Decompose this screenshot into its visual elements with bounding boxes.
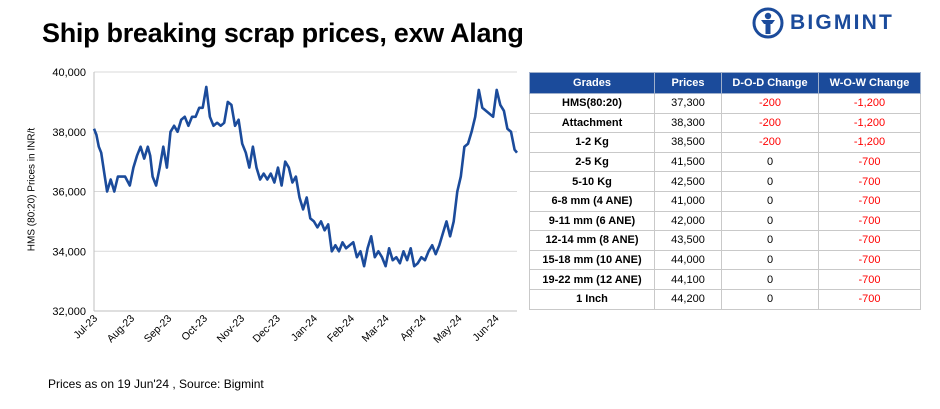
table-header-row: Grades Prices D-O-D Change W-O-W Change bbox=[529, 72, 921, 94]
x-tick-label: Aug-23 bbox=[105, 313, 138, 346]
brand-name: BIGMINT bbox=[790, 11, 895, 34]
price-cell: 43,500 bbox=[654, 230, 722, 251]
dod-change-cell: 0 bbox=[721, 151, 819, 173]
table-row: HMS(80:20) 37,300 -200 -1,200 bbox=[529, 93, 921, 114]
dod-change-cell: 0 bbox=[721, 230, 819, 251]
price-cell: 38,500 bbox=[654, 132, 722, 153]
dod-change-cell: 0 bbox=[721, 249, 819, 271]
wow-change-cell: -700 bbox=[818, 230, 921, 251]
grade-cell: 5-10 Kg bbox=[529, 171, 655, 192]
dod-change-cell: 0 bbox=[721, 269, 819, 290]
x-tick-label: Apr-24 bbox=[398, 313, 429, 344]
x-tick-label: Nov-23 bbox=[215, 313, 248, 346]
header-wow-change: W-O-W Change bbox=[818, 72, 921, 94]
wow-change-cell: -700 bbox=[818, 288, 921, 310]
grade-cell: HMS(80:20) bbox=[529, 93, 655, 114]
prices-table: Grades Prices D-O-D Change W-O-W Change … bbox=[529, 72, 921, 310]
grade-cell: 12-14 mm (8 ANE) bbox=[529, 230, 655, 251]
price-cell: 42,500 bbox=[654, 171, 722, 192]
wow-change-cell: -700 bbox=[818, 210, 921, 232]
dod-change-cell: 0 bbox=[721, 288, 819, 310]
table-row: 9-11 mm (6 ANE) 42,000 0 -700 bbox=[529, 210, 921, 232]
grade-cell: 6-8 mm (4 ANE) bbox=[529, 190, 655, 212]
header-dod-change: D-O-D Change bbox=[721, 72, 819, 94]
x-tick-label: Dec-23 bbox=[251, 313, 284, 346]
table-row: 15-18 mm (10 ANE) 44,000 0 -700 bbox=[529, 249, 921, 271]
grade-cell: 9-11 mm (6 ANE) bbox=[529, 210, 655, 232]
wow-change-cell: -700 bbox=[818, 190, 921, 212]
y-tick-label: 40,000 bbox=[52, 67, 86, 79]
x-tick-label: Feb-24 bbox=[325, 313, 357, 345]
wow-change-cell: -700 bbox=[818, 151, 921, 173]
wow-change-cell: -700 bbox=[818, 249, 921, 271]
bigmint-person-icon bbox=[752, 7, 784, 39]
table-row: 5-10 Kg 42,500 0 -700 bbox=[529, 171, 921, 192]
wow-change-cell: -1,200 bbox=[818, 132, 921, 153]
grade-cell: 1 Inch bbox=[529, 288, 655, 310]
grade-cell: 2-5 Kg bbox=[529, 151, 655, 173]
dod-change-cell: -200 bbox=[721, 93, 819, 114]
header-prices: Prices bbox=[654, 72, 722, 94]
x-tick-label: Mar-24 bbox=[360, 313, 392, 345]
y-tick-label: 34,000 bbox=[52, 246, 86, 258]
table-row: 12-14 mm (8 ANE) 43,500 0 -700 bbox=[529, 230, 921, 251]
table-row: 2-5 Kg 41,500 0 -700 bbox=[529, 151, 921, 173]
price-cell: 44,000 bbox=[654, 249, 722, 271]
dod-change-cell: -200 bbox=[721, 132, 819, 153]
wow-change-cell: -700 bbox=[818, 269, 921, 290]
price-cell: 37,300 bbox=[654, 93, 722, 114]
table-row: Attachment 38,300 -200 -1,200 bbox=[529, 112, 921, 134]
table-row: 1 Inch 44,200 0 -700 bbox=[529, 288, 921, 310]
price-cell: 41,000 bbox=[654, 190, 722, 212]
x-tick-label: Oct-23 bbox=[179, 313, 210, 344]
y-tick-label: 32,000 bbox=[52, 306, 86, 318]
page-title: Ship breaking scrap prices, exw Alang bbox=[42, 18, 524, 48]
table-row: 6-8 mm (4 ANE) 41,000 0 -700 bbox=[529, 190, 921, 212]
wow-change-cell: -700 bbox=[818, 171, 921, 192]
x-tick-label: Sep-23 bbox=[142, 313, 175, 346]
price-cell: 44,100 bbox=[654, 269, 722, 290]
dod-change-cell: 0 bbox=[721, 190, 819, 212]
source-note: Prices as on 19 Jun'24 , Source: Bigmint bbox=[48, 377, 264, 391]
dod-change-cell: -200 bbox=[721, 112, 819, 134]
header-grades: Grades bbox=[529, 72, 655, 94]
dod-change-cell: 0 bbox=[721, 210, 819, 232]
price-series-line bbox=[92, 85, 519, 268]
wow-change-cell: -1,200 bbox=[818, 112, 921, 134]
brand-logo: BIGMINT bbox=[752, 6, 894, 40]
price-cell: 44,200 bbox=[654, 288, 722, 310]
price-cell: 38,300 bbox=[654, 112, 722, 134]
y-tick-label: 36,000 bbox=[52, 187, 86, 199]
x-tick-label: Jan-24 bbox=[289, 313, 320, 344]
grade-cell: 1-2 Kg bbox=[529, 132, 655, 153]
y-tick-label: 38,000 bbox=[52, 127, 86, 139]
table-row: 19-22 mm (12 ANE) 44,100 0 -700 bbox=[529, 269, 921, 290]
x-tick-label: Jun-24 bbox=[470, 313, 501, 344]
table-row: 1-2 Kg 38,500 -200 -1,200 bbox=[529, 132, 921, 153]
grade-cell: 15-18 mm (10 ANE) bbox=[529, 249, 655, 271]
dod-change-cell: 0 bbox=[721, 171, 819, 192]
grade-cell: 19-22 mm (12 ANE) bbox=[529, 269, 655, 290]
grade-cell: Attachment bbox=[529, 112, 655, 134]
price-cell: 42,000 bbox=[654, 210, 722, 232]
wow-change-cell: -1,200 bbox=[818, 93, 921, 114]
price-cell: 41,500 bbox=[654, 151, 722, 173]
x-tick-label: May-24 bbox=[431, 313, 464, 346]
